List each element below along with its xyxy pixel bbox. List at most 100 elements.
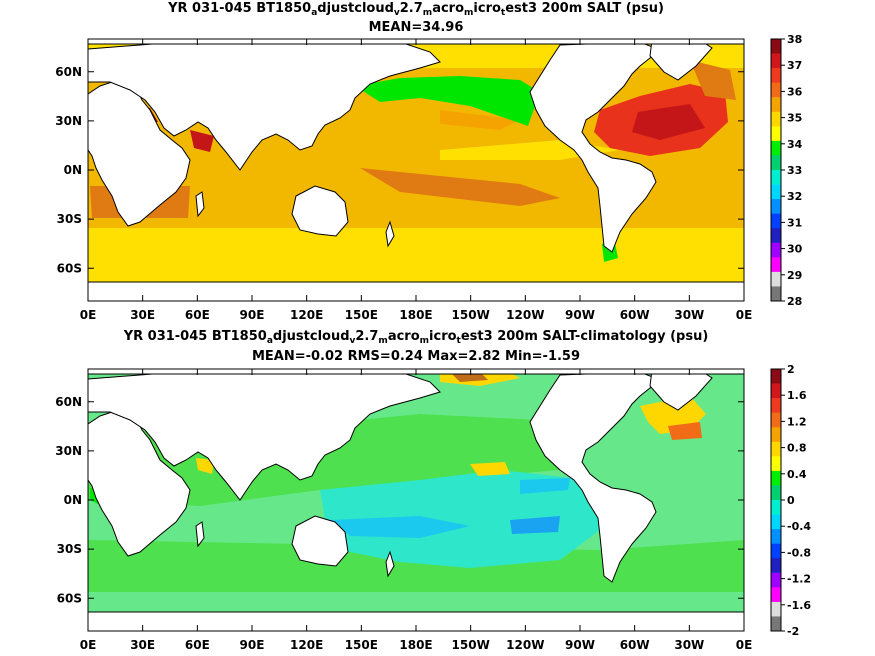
top-colorbar-label: 35 xyxy=(787,112,802,125)
top-colorbar-swatch xyxy=(771,257,781,273)
bottom-stats: MEAN=-0.02 RMS=0.24 Max=2.82 Min=-1.59 xyxy=(252,349,580,364)
top-colorbar-label: 36 xyxy=(787,85,803,98)
top-colorbar-swatch xyxy=(771,82,781,98)
top-x-label: 120W xyxy=(506,308,544,322)
bottom-x-label: 120E xyxy=(290,638,323,652)
top-colorbar-swatch xyxy=(771,68,781,83)
top-x-label: 0E xyxy=(80,308,97,322)
bottom-colorbar-swatch xyxy=(771,412,781,428)
bottom-colorbar-label: 0.4 xyxy=(787,468,807,481)
top-colorbar-swatch xyxy=(771,111,781,127)
top-x-label: 150E xyxy=(345,308,378,322)
bottom-colorbar-label: 2 xyxy=(787,363,795,376)
bottom-colorbar-swatch xyxy=(771,398,781,413)
top-x-label: 0E xyxy=(736,308,753,322)
top-colorbar-swatch xyxy=(771,155,781,171)
top-colorbar-label: 34 xyxy=(787,138,803,151)
bottom-colorbar-swatch xyxy=(771,601,781,617)
bottom-colorbar-swatch xyxy=(771,529,781,544)
top-x-label: 60W xyxy=(620,308,650,322)
bottom-colorbar-label: -1.6 xyxy=(787,599,811,612)
bottom-y-label: 30N xyxy=(55,444,82,458)
bottom-colorbar-swatch xyxy=(771,369,781,384)
bottom-colorbar-swatch xyxy=(771,485,781,501)
bottom-colorbar-swatch xyxy=(771,558,781,574)
bottom-colorbar-swatch xyxy=(771,500,781,515)
bottom-x-label: 60E xyxy=(185,638,210,652)
bottom-colorbar-label: 0 xyxy=(787,494,795,507)
bottom-colorbar-swatch xyxy=(771,456,781,472)
top-colorbar-label: 29 xyxy=(787,269,802,282)
bottom-map xyxy=(88,369,744,631)
top-colorbar-swatch xyxy=(771,184,781,200)
bottom-colorbar-swatch xyxy=(771,514,781,530)
top-colorbar-swatch xyxy=(771,39,781,54)
top-map xyxy=(88,39,744,301)
top-colorbar-swatch xyxy=(771,140,781,156)
top-colorbar-swatch xyxy=(771,53,781,69)
top-x-label: 90W xyxy=(565,308,595,322)
bottom-colorbar-swatch xyxy=(771,587,781,603)
top-x-label: 120E xyxy=(290,308,323,322)
bottom-colorbar-swatch xyxy=(771,427,781,443)
top-x-label: 180E xyxy=(399,308,432,322)
top-colorbar-swatch xyxy=(771,286,781,302)
top-y-label: 60N xyxy=(55,65,82,79)
bottom-colorbar-label: 1.2 xyxy=(787,415,807,428)
bottom-x-label: 0E xyxy=(80,638,97,652)
bottom-y-label: 30S xyxy=(57,542,82,556)
top-colorbar-swatch xyxy=(771,199,781,214)
top-x-axis: 0E 30E 60E 90E 120E 150E 180E 150W 120W 90W 60W 30W… xyxy=(80,39,753,322)
bottom-colorbar-label: -0.4 xyxy=(787,520,811,533)
top-colorbar-swatch xyxy=(771,170,781,185)
top-y-label: 0N xyxy=(64,163,82,177)
bottom-y-label: 0N xyxy=(64,493,82,507)
bottom-x-label: 90W xyxy=(565,638,595,652)
bottom-colorbar-swatch xyxy=(771,543,781,559)
top-x-label: 30E xyxy=(130,308,155,322)
top-colorbar: 38 37 36 35 34 33 32 31 30 29 28 xyxy=(770,33,803,308)
top-x-label: 150W xyxy=(452,308,490,322)
bottom-x-label: 120W xyxy=(506,638,544,652)
top-colorbar-swatch xyxy=(771,271,781,287)
top-colorbar-swatch xyxy=(771,97,781,113)
top-colorbar-swatch xyxy=(771,228,781,244)
bottom-colorbar-swatch xyxy=(771,383,781,399)
top-colorbar-swatch xyxy=(771,213,781,229)
top-y-axis: 60N 30N 0N 30S 60S xyxy=(55,65,744,275)
bottom-x-label: 150E xyxy=(345,638,378,652)
bottom-x-label: 90E xyxy=(240,638,265,652)
top-colorbar-label: 31 xyxy=(787,216,802,229)
top-y-label: 30S xyxy=(57,212,82,226)
bottom-x-label: 150W xyxy=(452,638,490,652)
bottom-colorbar-label: 1.6 xyxy=(787,389,807,402)
bottom-x-label: 180E xyxy=(399,638,432,652)
top-stats: MEAN=34.96 xyxy=(369,20,464,35)
bottom-colorbar-swatch xyxy=(771,572,781,588)
bottom-x-label: 30E xyxy=(130,638,155,652)
top-colorbar-swatch xyxy=(771,126,781,142)
top-x-label: 30W xyxy=(674,308,704,322)
bottom-x-label: 0E xyxy=(736,638,753,652)
top-x-label: 60E xyxy=(185,308,210,322)
bottom-colorbar-swatch xyxy=(771,441,781,457)
bottom-colorbar: 2 1.6 1.2 0.8 0.4 0 -0.4 -0.8 -1.2 -1.6 -2 xyxy=(770,363,811,638)
bottom-y-label: 60S xyxy=(57,591,82,605)
bottom-colorbar-label: 0.8 xyxy=(787,442,807,455)
bottom-colorbar-label: -0.8 xyxy=(787,546,811,559)
top-colorbar-label: 38 xyxy=(787,33,802,46)
top-colorbar-swatch xyxy=(771,242,781,258)
bottom-colorbar-label: -1.2 xyxy=(787,573,811,586)
top-y-label: 30N xyxy=(55,114,82,128)
top-y-label: 60S xyxy=(57,261,82,275)
top-title: YR 031-045 BT1850adjustcloudv2.7macromic… xyxy=(167,1,664,18)
bottom-y-label: 60N xyxy=(55,395,82,409)
top-colorbar-label: 32 xyxy=(787,190,802,203)
bottom-x-label: 30W xyxy=(674,638,704,652)
bottom-y-axis: 60N 30N 0N 30S 60S xyxy=(55,395,744,605)
top-colorbar-label: 30 xyxy=(787,243,803,256)
top-colorbar-label: 28 xyxy=(787,295,802,308)
top-x-label: 90E xyxy=(240,308,265,322)
bottom-colorbar-swatch xyxy=(771,470,781,486)
